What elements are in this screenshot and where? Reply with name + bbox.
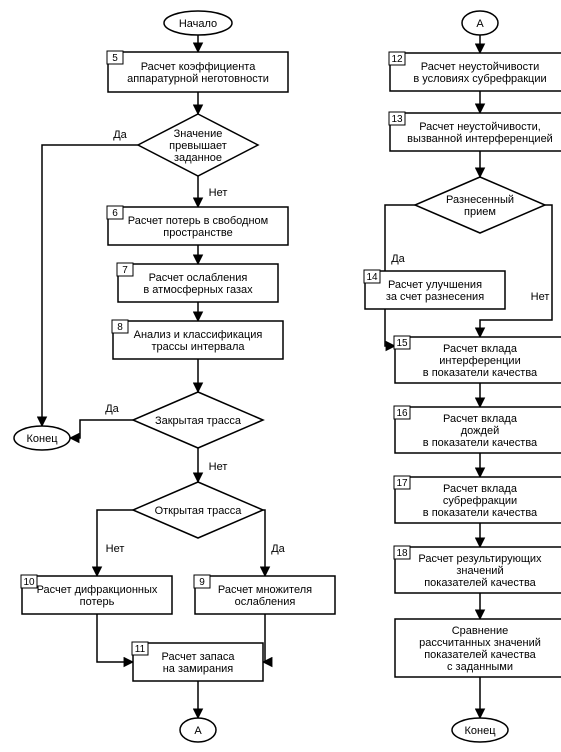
svg-text:ослабления: ослабления [235, 596, 296, 608]
svg-text:Расчет множителя: Расчет множителя [218, 584, 312, 596]
svg-text:вызванной интерференцией: вызванной интерференцией [407, 133, 553, 145]
terminal-start: Начало [164, 11, 232, 35]
svg-text:Расчет дифракционных: Расчет дифракционных [37, 584, 158, 596]
svg-text:Да: Да [391, 253, 405, 265]
terminal-end2: Конец [452, 718, 508, 742]
svg-text:18: 18 [396, 548, 408, 559]
svg-text:в показатели качества: в показатели качества [423, 507, 538, 519]
terminal-connA1: A [462, 11, 498, 35]
svg-text:Расчет результирующих: Расчет результирующих [418, 553, 542, 565]
svg-text:Да: Да [113, 129, 127, 141]
svg-text:в показатели качества: в показатели качества [423, 437, 538, 449]
svg-text:8: 8 [117, 322, 123, 333]
svg-text:7: 7 [122, 265, 128, 276]
svg-text:15: 15 [396, 338, 408, 349]
svg-text:заданное: заданное [174, 152, 222, 164]
svg-text:12: 12 [391, 54, 403, 65]
edge-7 [70, 420, 133, 438]
svg-text:Расчет коэффициента: Расчет коэффициента [141, 61, 257, 73]
svg-text:Анализ и классификация: Анализ и классификация [134, 329, 263, 341]
svg-text:A: A [476, 18, 484, 30]
flowchart-canvas: Да Нет Да Нет Нет Да Да Нет Начало A Конец A Конец Р… [0, 0, 561, 752]
svg-text:с заданными: с заданными [447, 661, 513, 673]
svg-text:потерь: потерь [80, 596, 115, 608]
edge-11 [97, 614, 133, 662]
svg-text:Начало: Начало [179, 18, 217, 30]
svg-text:6: 6 [112, 208, 118, 219]
svg-text:Расчет запаса: Расчет запаса [162, 651, 236, 663]
svg-text:показателей качества: показателей качества [424, 649, 536, 661]
svg-text:Сравнение: Сравнение [452, 625, 509, 637]
svg-text:Конец: Конец [464, 725, 496, 737]
svg-text:Расчет неустойчивости,: Расчет неустойчивости, [419, 121, 541, 133]
svg-text:Расчет ослабления: Расчет ослабления [149, 272, 248, 284]
svg-text:на замирания: на замирания [163, 663, 234, 675]
svg-text:показателей качества: показателей качества [424, 577, 536, 589]
svg-text:превышает: превышает [169, 140, 227, 152]
svg-text:в условиях субрефракции: в условиях субрефракции [413, 73, 546, 85]
svg-text:аппаратурной неготовности: аппаратурной неготовности [127, 73, 269, 85]
svg-text:Открытая трасса: Открытая трасса [155, 505, 243, 517]
svg-text:Нет: Нет [106, 543, 125, 555]
svg-text:13: 13 [391, 114, 403, 125]
svg-text:16: 16 [396, 408, 408, 419]
svg-text:10: 10 [23, 577, 35, 588]
svg-text:Конец: Конец [26, 433, 58, 445]
svg-text:11: 11 [135, 644, 146, 655]
svg-text:пространстве: пространстве [163, 227, 232, 239]
svg-text:Расчет неустойчивости: Расчет неустойчивости [421, 61, 540, 73]
svg-text:трассы интервала: трассы интервала [152, 341, 246, 353]
svg-text:9: 9 [199, 577, 205, 588]
svg-text:Закрытая трасса: Закрытая трасса [155, 415, 242, 427]
svg-text:в показатели качества: в показатели качества [423, 367, 538, 379]
edge-10 [263, 510, 265, 576]
terminal-connA2: A [180, 718, 216, 742]
svg-text:интерференции: интерференции [439, 355, 520, 367]
svg-text:Расчет улучшения: Расчет улучшения [388, 279, 482, 291]
svg-text:Расчет вклада: Расчет вклада [443, 483, 518, 495]
svg-text:Расчет вклада: Расчет вклада [443, 343, 518, 355]
svg-text:субрефракции: субрефракции [443, 495, 517, 507]
svg-text:дождей: дождей [461, 425, 499, 437]
svg-text:17: 17 [396, 478, 408, 489]
svg-text:Разнесенный: Разнесенный [446, 194, 514, 206]
svg-text:Нет: Нет [209, 461, 228, 473]
svg-text:рассчитанных значений: рассчитанных значений [419, 637, 541, 649]
svg-text:прием: прием [464, 206, 496, 218]
svg-text:в атмосферных газах: в атмосферных газах [143, 284, 253, 296]
svg-text:Расчет вклада: Расчет вклада [443, 413, 518, 425]
svg-text:значений: значений [456, 565, 503, 577]
svg-text:Нет: Нет [209, 187, 228, 199]
svg-text:за счет разнесения: за счет разнесения [386, 291, 484, 303]
svg-text:Значение: Значение [174, 128, 223, 140]
svg-text:Да: Да [271, 543, 285, 555]
svg-text:Расчет потерь в свободном: Расчет потерь в свободном [128, 215, 268, 227]
svg-text:Нет: Нет [531, 291, 550, 303]
svg-text:A: A [194, 725, 202, 737]
svg-text:14: 14 [366, 272, 378, 283]
svg-text:5: 5 [112, 53, 118, 64]
terminal-end1: Конец [14, 426, 70, 450]
svg-text:Да: Да [105, 403, 119, 415]
